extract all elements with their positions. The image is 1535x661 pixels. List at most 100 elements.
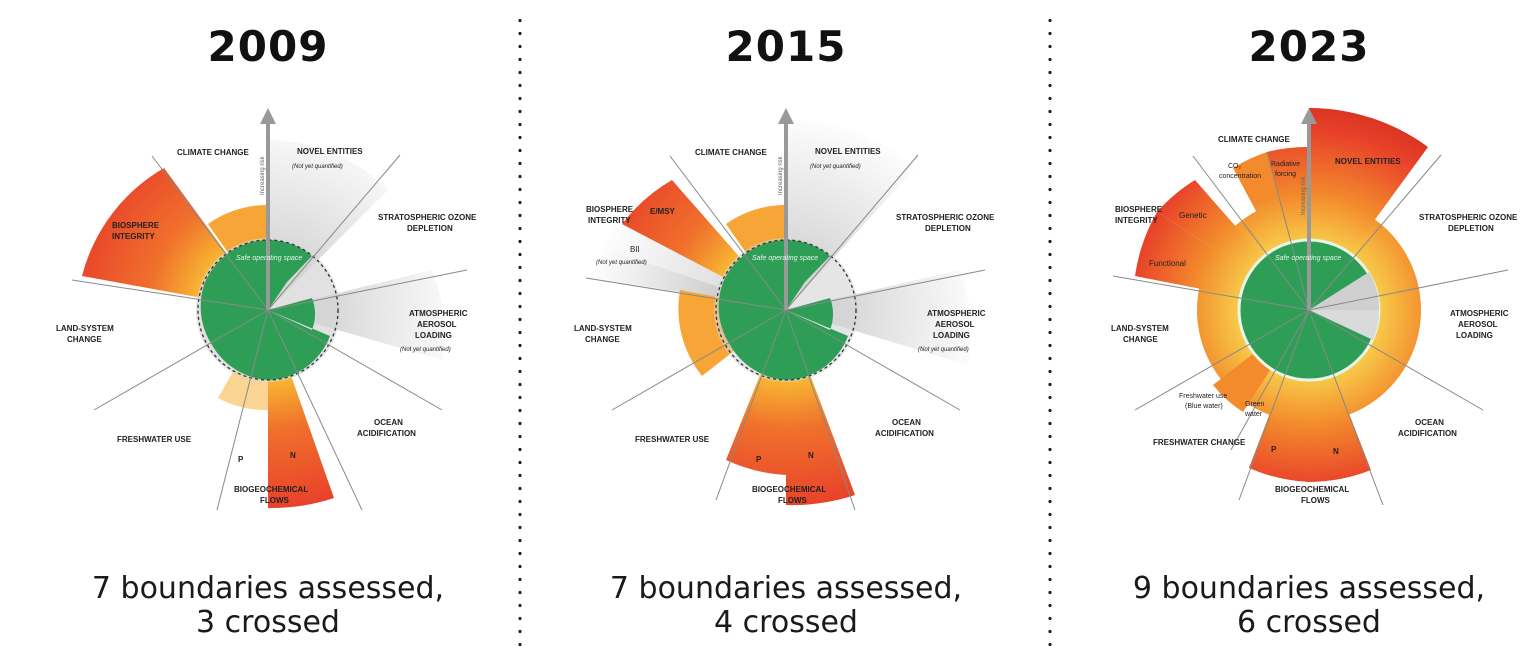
label-blue-2: (Blue water) bbox=[1185, 403, 1223, 410]
label-land-2: CHANGE bbox=[1123, 335, 1158, 344]
label-aerosol-note: (Not yet quantified) bbox=[918, 347, 969, 353]
label-bii: BII bbox=[630, 245, 640, 254]
label-novel: NOVEL ENTITIES bbox=[815, 147, 881, 156]
label-aerosol-3: LOADING bbox=[415, 331, 452, 340]
arrow-head-icon bbox=[1301, 108, 1317, 124]
label-novel: NOVEL ENTITIES bbox=[297, 147, 363, 156]
label-biosphere-1: BIOSPHERE bbox=[112, 221, 160, 230]
aerosol-grey bbox=[1309, 310, 1380, 340]
spokes bbox=[71, 120, 468, 511]
label-aerosol-1: ATMOSPHERIC bbox=[409, 309, 468, 318]
label-aerosol-2: AEROSOL bbox=[935, 320, 975, 329]
label-fresh: FRESHWATER CHANGE bbox=[1153, 438, 1246, 447]
panel-2015: 2015 bbox=[530, 0, 1042, 661]
summary-line-1: 9 boundaries assessed, bbox=[1132, 571, 1486, 606]
label-n: N bbox=[1333, 447, 1339, 456]
ozone-grey bbox=[1309, 272, 1380, 310]
label-emsy: E/MSY bbox=[650, 207, 676, 216]
label-n: N bbox=[290, 451, 296, 460]
safe-label: Safe operating space bbox=[236, 255, 302, 262]
label-biosphere-2: INTEGRITY bbox=[1115, 216, 1158, 225]
dotted-divider bbox=[1048, 14, 1052, 654]
label-land-2: CHANGE bbox=[585, 335, 620, 344]
summary-line-1: 7 boundaries assessed, bbox=[91, 571, 445, 606]
arrow-label: Increasing risk bbox=[260, 155, 266, 195]
summary-line-1: 7 boundaries assessed, bbox=[609, 571, 963, 606]
label-ocean-1: OCEAN bbox=[892, 418, 921, 427]
planetary-boundaries-diagram: Increasing risk Safe operating space CLI… bbox=[56, 108, 477, 511]
label-aerosol-3: LOADING bbox=[1456, 331, 1493, 340]
summary-line-2: 6 crossed bbox=[1237, 605, 1381, 640]
label-rad-2: forcing bbox=[1275, 171, 1296, 178]
label-fresh: FRESHWATER USE bbox=[117, 435, 192, 444]
label-biosphere-1: BIOSPHERE bbox=[586, 205, 634, 214]
summary-line-2: 3 crossed bbox=[196, 605, 340, 640]
label-climate: CLIMATE CHANGE bbox=[1218, 135, 1291, 144]
label-green-1: Green bbox=[1245, 401, 1265, 408]
label-ozone-1: STRATOSPHERIC OZONE bbox=[378, 213, 477, 222]
label-novel: NOVEL ENTITIES bbox=[1335, 157, 1401, 166]
summary: 7 boundaries assessed, 4 crossed bbox=[530, 572, 1042, 640]
label-ozone-2: DEPLETION bbox=[925, 224, 971, 233]
label-green-2: water bbox=[1244, 411, 1263, 418]
label-biosphere-1: BIOSPHERE bbox=[1115, 205, 1163, 214]
arrow-head-icon bbox=[260, 108, 276, 124]
label-p: P bbox=[1271, 445, 1277, 454]
label-aerosol-2: AEROSOL bbox=[1458, 320, 1498, 329]
label-biosphere-2: INTEGRITY bbox=[588, 216, 631, 225]
labels: CLIMATE CHANGE CO₂ concentration Radiati… bbox=[1111, 135, 1518, 505]
label-blue-1: Freshwater use bbox=[1179, 393, 1227, 400]
aerosol-wedge bbox=[786, 270, 972, 365]
label-co2-2: concentration bbox=[1219, 173, 1261, 180]
label-climate: CLIMATE CHANGE bbox=[177, 148, 250, 157]
boundary-circle bbox=[715, 239, 857, 381]
label-aerosol-3: LOADING bbox=[933, 331, 970, 340]
label-novel-note: (Not yet quantified) bbox=[292, 164, 343, 170]
label-biosphere-2: INTEGRITY bbox=[112, 232, 155, 241]
label-novel-note: (Not yet quantified) bbox=[810, 164, 861, 170]
dotted-divider bbox=[518, 14, 522, 654]
safe-label: Safe operating space bbox=[1275, 255, 1341, 262]
label-co2-1: CO₂ bbox=[1228, 163, 1242, 170]
year-title: 2023 bbox=[1248, 22, 1370, 71]
labels: CLIMATE CHANGE NOVEL ENTITIES (Not yet q… bbox=[574, 147, 995, 505]
label-land-1: LAND-SYSTEM bbox=[574, 324, 632, 333]
label-bio-1: BIOGEOCHEMICAL bbox=[752, 485, 826, 494]
label-aerosol-1: ATMOSPHERIC bbox=[1450, 309, 1509, 318]
label-p: P bbox=[238, 455, 244, 464]
label-aerosol-1: ATMOSPHERIC bbox=[927, 309, 986, 318]
labels: CLIMATE CHANGE NOVEL ENTITIES (Not yet q… bbox=[56, 147, 477, 505]
label-aerosol-2: AEROSOL bbox=[417, 320, 457, 329]
spokes bbox=[585, 120, 986, 511]
label-p: P bbox=[756, 455, 762, 464]
label-bio-1: BIOGEOCHEMICAL bbox=[1275, 485, 1349, 494]
summary-line-2: 4 crossed bbox=[714, 605, 858, 640]
planetary-boundaries-diagram: Increasing risk Safe operating space CLI… bbox=[1111, 108, 1518, 506]
label-ozone-2: DEPLETION bbox=[407, 224, 453, 233]
label-bio-2: FLOWS bbox=[1301, 496, 1331, 505]
label-genetic: Genetic bbox=[1179, 211, 1207, 220]
summary: 7 boundaries assessed, 3 crossed bbox=[12, 572, 524, 640]
planetary-boundaries-diagram: Increasing risk Safe operating space CLI… bbox=[574, 108, 995, 511]
label-rad-1: Radiative bbox=[1271, 161, 1300, 168]
label-fresh: FRESHWATER USE bbox=[635, 435, 710, 444]
year-title: 2015 bbox=[725, 22, 847, 71]
boundary-circle bbox=[197, 239, 339, 381]
label-ozone-2: DEPLETION bbox=[1448, 224, 1494, 233]
label-ocean-2: ACIDIFICATION bbox=[357, 429, 416, 438]
label-ocean-2: ACIDIFICATION bbox=[875, 429, 934, 438]
safe-label: Safe operating space bbox=[752, 255, 818, 262]
panel-2023: 2023 bbox=[1053, 0, 1535, 661]
summary: 9 boundaries assessed, 6 crossed bbox=[1053, 572, 1535, 640]
label-ozone-1: STRATOSPHERIC OZONE bbox=[1419, 213, 1518, 222]
label-bio-2: FLOWS bbox=[260, 496, 290, 505]
arrow-label: Increasing risk bbox=[1301, 175, 1307, 215]
label-bio-1: BIOGEOCHEMICAL bbox=[234, 485, 308, 494]
aerosol-wedge bbox=[268, 270, 445, 360]
label-ozone-1: STRATOSPHERIC OZONE bbox=[896, 213, 995, 222]
label-bii-note: (Not yet quantified) bbox=[596, 260, 647, 266]
arrow-head-icon bbox=[778, 108, 794, 124]
label-bio-2: FLOWS bbox=[778, 496, 808, 505]
label-ocean-2: ACIDIFICATION bbox=[1398, 429, 1457, 438]
panel-2009: 2009 bbox=[12, 0, 524, 661]
